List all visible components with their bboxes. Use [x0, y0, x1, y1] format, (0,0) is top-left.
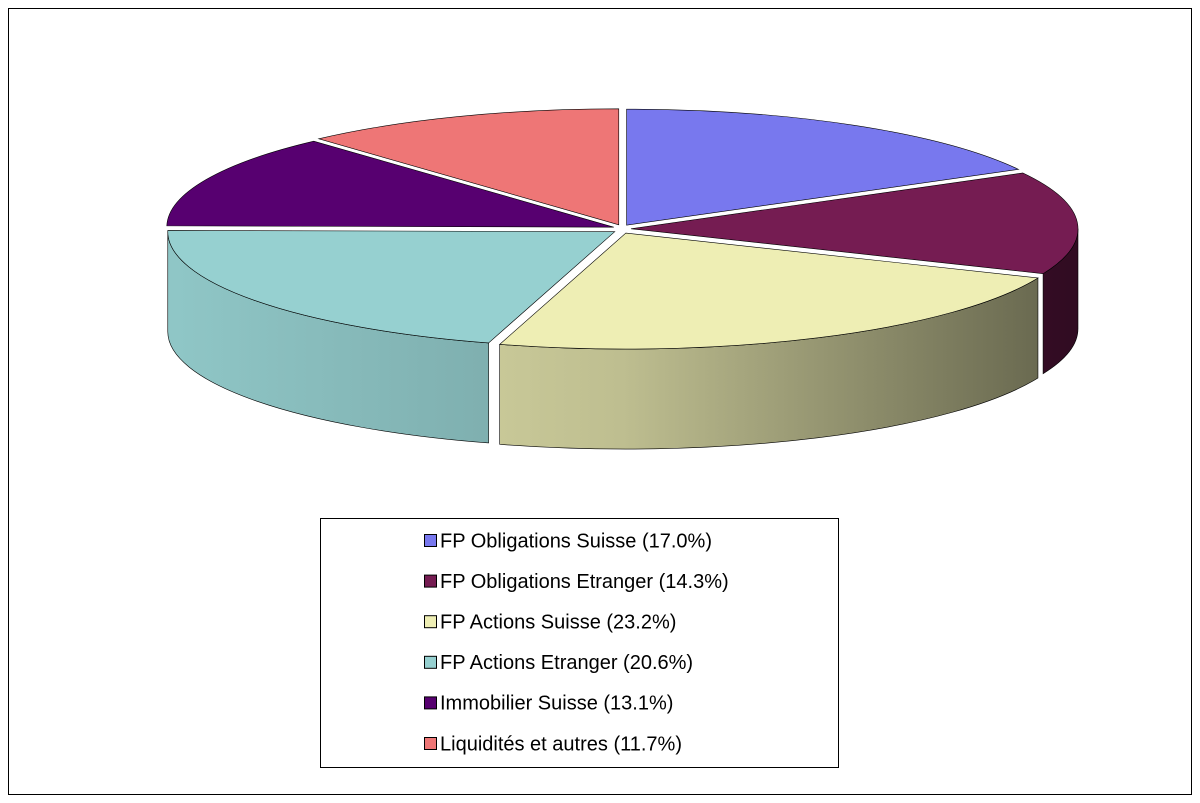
pie-slice: [630, 172, 1079, 275]
legend-label: FP Obligations Etranger (14.3%): [440, 571, 729, 593]
legend-label: Immobilier Suisse (13.1%): [440, 693, 673, 715]
pie-slice: [167, 230, 616, 344]
legend-swatch: [424, 534, 437, 547]
pie-slice: [626, 108, 1020, 226]
legend-box: [320, 518, 839, 768]
legend-label: Liquidités et autres (11.7%): [440, 733, 682, 755]
legend-swatch: [424, 737, 437, 750]
legend-swatch: [424, 655, 437, 669]
legend-label: FP Actions Suisse (23.2%): [440, 611, 676, 633]
pie-walls: [167, 228, 1079, 450]
pie-tops: [166, 108, 1079, 350]
legend: FP Obligations Suisse (17.0%) FP Obligati…: [424, 530, 729, 755]
legend-swatch: [424, 615, 437, 629]
legend-swatch: [424, 574, 437, 588]
legend-swatch: [424, 696, 437, 710]
pie-slice: [498, 232, 1039, 350]
pie-slice: [166, 140, 614, 228]
pie-slice: [317, 108, 620, 226]
legend-label: FP Actions Etranger (20.6%): [440, 652, 693, 674]
legend-label: FP Obligations Suisse (17.0%): [440, 530, 712, 552]
